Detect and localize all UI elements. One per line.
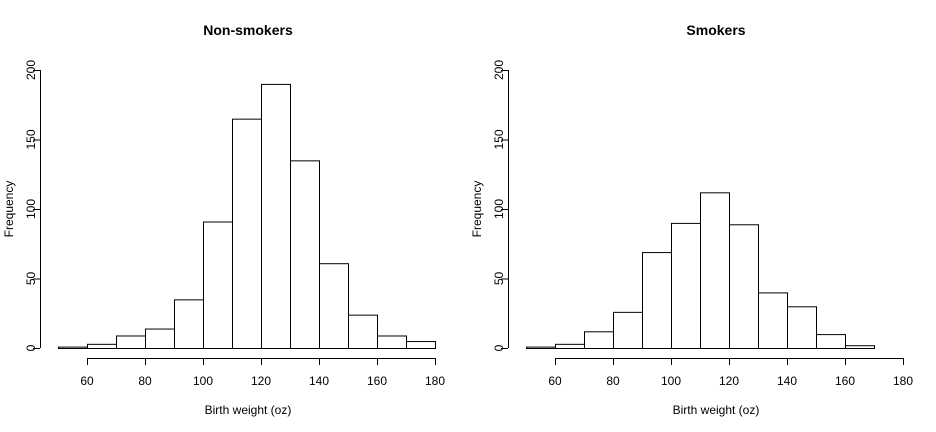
histogram-bar xyxy=(700,192,730,349)
histogram-bar xyxy=(58,346,88,349)
x-tick-label: 140 xyxy=(777,374,797,388)
histogram-bar xyxy=(671,222,701,349)
histogram-bar xyxy=(232,118,262,350)
histogram-bar xyxy=(116,335,146,349)
y-tick-label: 50 xyxy=(24,272,38,286)
histogram-bar xyxy=(319,263,349,349)
histogram-bar xyxy=(348,314,378,350)
histogram-bar xyxy=(584,331,614,350)
x-tick-label: 60 xyxy=(80,374,94,388)
histogram-bar xyxy=(290,160,320,349)
histogram-bar xyxy=(203,221,233,349)
y-axis-label: Frequency xyxy=(470,181,484,238)
x-tick-label: 80 xyxy=(606,374,620,388)
histogram-bar xyxy=(787,306,817,349)
y-tick-label: 200 xyxy=(492,60,506,80)
y-tick-label: 150 xyxy=(492,129,506,149)
histogram-bar xyxy=(406,341,436,349)
histogram-bar xyxy=(845,345,875,350)
x-tick-label: 180 xyxy=(893,374,913,388)
x-axis: 60 80 100 120 140 160 180 xyxy=(548,358,913,388)
bars-group xyxy=(58,83,436,350)
chart-title: Non-smokers xyxy=(203,22,293,38)
bars-group xyxy=(526,192,875,350)
y-tick-label: 0 xyxy=(492,344,506,351)
x-tick-label: 160 xyxy=(835,374,855,388)
histogram-bar xyxy=(174,299,204,350)
x-tick-label: 180 xyxy=(425,374,445,388)
y-tick-label: 50 xyxy=(492,272,506,286)
x-tick-label: 100 xyxy=(661,374,681,388)
y-axis: 0 50 100 150 200 xyxy=(492,60,509,351)
x-axis-label: Birth weight (oz) xyxy=(205,403,292,417)
histogram-bar xyxy=(261,83,291,350)
histogram-bar xyxy=(642,252,672,349)
y-axis: 0 50 100 150 200 xyxy=(24,60,41,351)
x-axis-label: Birth weight (oz) xyxy=(673,403,760,417)
x-tick-label: 120 xyxy=(719,374,739,388)
x-tick-label: 60 xyxy=(548,374,562,388)
x-tick-label: 160 xyxy=(367,374,387,388)
y-tick-label: 200 xyxy=(24,60,38,80)
histogram-bar xyxy=(555,343,585,349)
x-tick-label: 80 xyxy=(138,374,152,388)
histogram-bar xyxy=(758,292,788,349)
histogram-bar xyxy=(613,311,643,349)
histogram-bar xyxy=(377,335,407,349)
y-tick-label: 150 xyxy=(24,129,38,149)
histogram-panel-smokers: Smokers Birth weight (oz) Frequency 60 80… xyxy=(470,22,913,417)
histogram-bar xyxy=(526,346,556,349)
y-axis-label: Frequency xyxy=(2,181,16,238)
x-tick-label: 140 xyxy=(309,374,329,388)
y-tick-label: 100 xyxy=(492,199,506,219)
x-tick-label: 100 xyxy=(193,374,213,388)
histogram-bar xyxy=(816,334,846,350)
y-tick-label: 100 xyxy=(24,199,38,219)
y-tick-label: 0 xyxy=(24,344,38,351)
x-tick-label: 120 xyxy=(251,374,271,388)
histogram-bar xyxy=(145,328,175,350)
histogram-bar xyxy=(87,343,117,349)
histogram-panel-non-smokers: Non-smokers Birth weight (oz) Frequency … xyxy=(2,22,445,417)
histogram-bar xyxy=(729,224,759,349)
chart-title: Smokers xyxy=(686,22,745,38)
x-axis: 60 80 100 120 140 160 180 xyxy=(80,358,445,388)
